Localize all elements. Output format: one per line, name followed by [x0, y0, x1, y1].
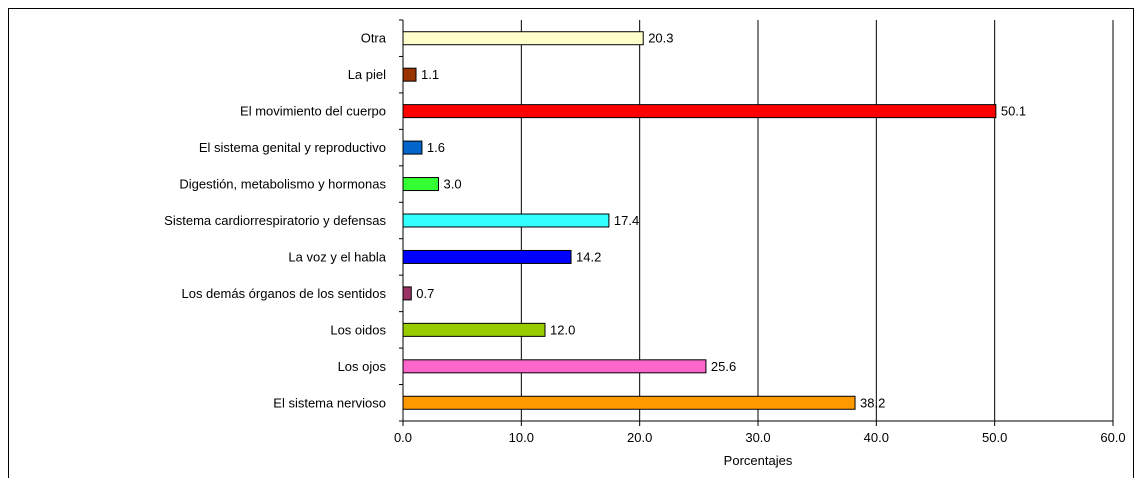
- category-label: El sistema genital y reproductivo: [199, 140, 386, 155]
- x-axis: 0.0 10.0 20.0 30.0 40.0 50.0 60.0: [394, 19, 1126, 445]
- bars: [402, 31, 997, 410]
- value-label: 17.4: [614, 213, 639, 228]
- bar: [402, 286, 412, 301]
- x-tick-label: 20.0: [627, 430, 652, 445]
- x-tick-label: 40.0: [864, 430, 889, 445]
- bar: [402, 67, 417, 82]
- bar: [402, 104, 997, 119]
- bar: [402, 359, 707, 374]
- value-label: 1.1: [421, 67, 439, 82]
- value-label: 1.6: [427, 140, 445, 155]
- value-label: 50.1: [1001, 104, 1026, 119]
- x-tick-label: 60.0: [1100, 430, 1125, 445]
- category-label: El movimiento del cuerpo: [240, 104, 386, 119]
- category-label: Los oidos: [330, 322, 386, 337]
- x-tick-label: 30.0: [745, 430, 770, 445]
- value-label: 3.0: [444, 177, 462, 192]
- value-label: 20.3: [648, 31, 673, 46]
- category-label: El sistema nervioso: [273, 395, 386, 410]
- value-label: 12.0: [550, 322, 575, 337]
- bar: [402, 395, 856, 410]
- x-axis-title: Porcentajes: [724, 453, 793, 468]
- x-tick-label: 10.0: [509, 430, 534, 445]
- value-labels: 20.3 1.1 50.1 1.6 3.0 17.4 14.2 0.7 12.0 25.6 38.2: [416, 31, 1026, 411]
- category-label: Los demás órganos de los sentidos: [181, 286, 386, 301]
- bar: [402, 213, 610, 228]
- value-label: 38.2: [860, 395, 885, 410]
- value-label: 14.2: [576, 249, 601, 264]
- bar: [402, 177, 439, 192]
- value-label: 25.6: [711, 359, 736, 374]
- x-tick-label: 50.0: [982, 430, 1007, 445]
- bar: [402, 322, 546, 337]
- category-label: Otra: [361, 31, 387, 46]
- bar: [402, 249, 572, 264]
- category-label: Los ojos: [338, 359, 387, 374]
- x-tick-label: 0.0: [394, 430, 412, 445]
- category-label: La voz y el habla: [288, 249, 386, 264]
- category-label: La piel: [348, 67, 386, 82]
- category-label: Digestión, metabolismo y hormonas: [179, 177, 386, 192]
- category-labels: Otra La piel El movimiento del cuerpo El si…: [164, 31, 387, 411]
- category-label: Sistema cardiorrespiratorio y defensas: [164, 213, 386, 228]
- bar: [402, 31, 644, 46]
- bar: [402, 140, 423, 155]
- value-label: 0.7: [416, 286, 434, 301]
